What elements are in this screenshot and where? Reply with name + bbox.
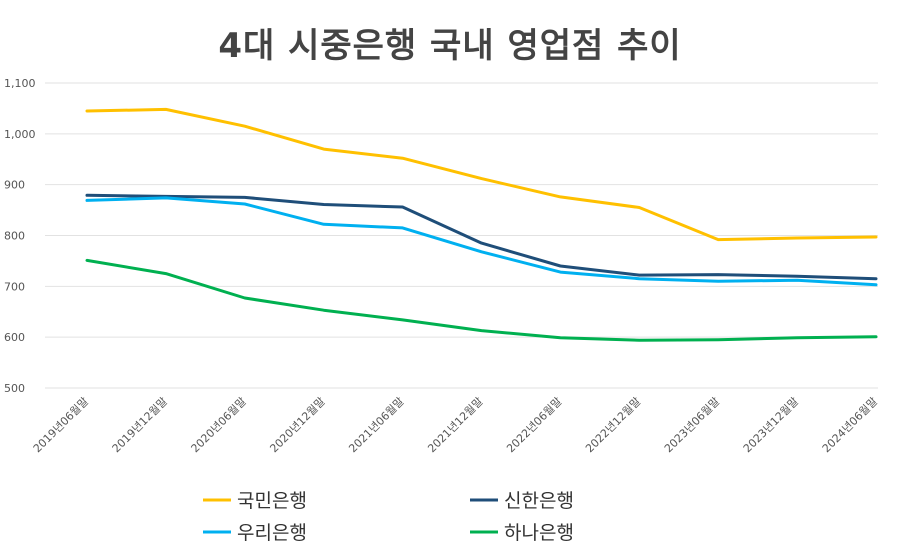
y-tick-label: 500 (4, 382, 25, 395)
legend-label: 신한은행 (504, 490, 574, 512)
y-tick-label: 900 (4, 179, 25, 192)
y-tick-label: 600 (4, 331, 25, 344)
y-tick-label: 1,000 (4, 128, 36, 141)
series-line (85, 196, 878, 287)
legend-label: 하나은행 (504, 522, 574, 544)
gridlines (45, 82, 878, 389)
series-lines (85, 107, 878, 342)
x-tick-label: 2021년12월말 (425, 395, 485, 455)
series-line (85, 258, 878, 342)
legend-label: 우리은행 (237, 522, 307, 544)
y-axis-ticks: 500 600 700 800 900 1,000 1,100 (4, 77, 36, 395)
y-tick-label: 700 (4, 280, 25, 293)
y-tick-label: 1,100 (4, 77, 36, 90)
x-tick-label: 2020년12월말 (267, 395, 327, 455)
x-tick-label: 2024년06월말 (820, 395, 880, 455)
x-tick-label: 2022년06월말 (504, 395, 564, 455)
series-line (85, 193, 878, 281)
y-tick-label: 800 (4, 230, 25, 243)
series-line (85, 107, 878, 242)
x-tick-label: 2022년12월말 (583, 395, 643, 455)
x-tick-label: 2021년06월말 (346, 395, 406, 455)
x-tick-label: 2023년12월말 (741, 395, 801, 455)
x-tick-label: 2019년06월말 (31, 395, 91, 455)
legend-label: 국민은행 (237, 490, 307, 512)
x-tick-label: 2019년12월말 (110, 395, 170, 455)
x-tick-label: 2023년06월말 (662, 395, 722, 455)
x-tick-label: 2020년06월말 (189, 395, 249, 455)
chart-title: 4대 시중은행 국내 영업점 추이 (218, 26, 682, 66)
x-axis-ticks: 2019년06월말 2019년12월말 2020년06월말 2020년12월말 2021… (31, 395, 880, 455)
